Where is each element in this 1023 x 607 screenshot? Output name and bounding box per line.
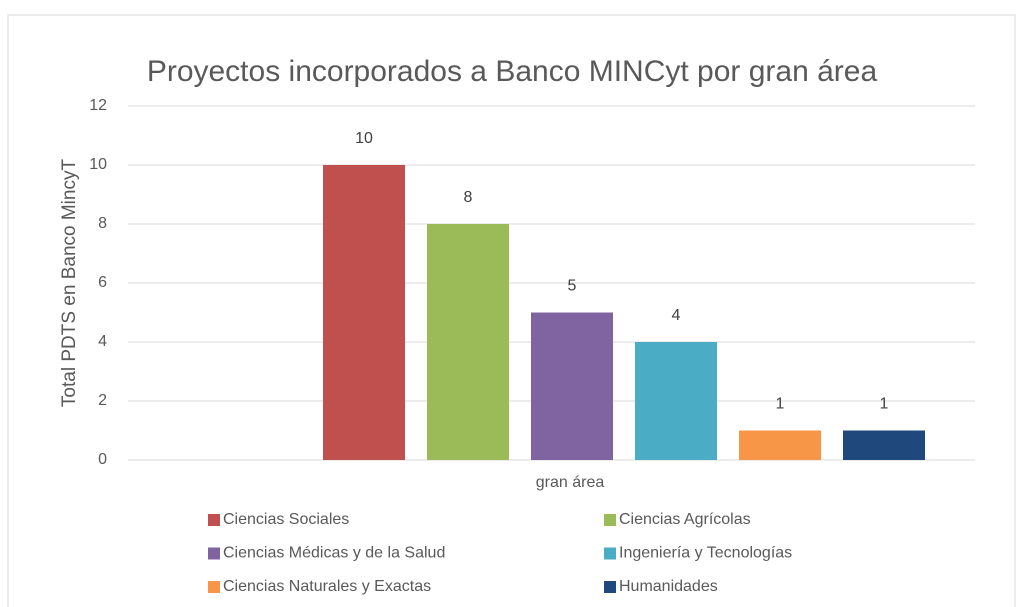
data-label: 1 xyxy=(880,396,889,413)
y-tick-label: 2 xyxy=(98,392,107,409)
data-label: 8 xyxy=(464,189,473,206)
legend-label: Ingeniería y Tecnologías xyxy=(619,545,792,562)
chart-frame xyxy=(7,14,1016,607)
legend-swatch xyxy=(604,547,616,560)
legend-label: Ciencias Agrícolas xyxy=(619,511,751,528)
legend-swatch xyxy=(208,581,220,593)
legend-swatch xyxy=(604,514,616,526)
bar xyxy=(843,430,925,460)
y-tick-label: 4 xyxy=(98,333,107,350)
data-label: 1 xyxy=(776,396,785,413)
y-tick-label: 10 xyxy=(89,156,107,173)
y-tick-label: 0 xyxy=(98,451,107,468)
y-axis-title: Total PDTS en Banco MincyT xyxy=(59,159,80,408)
bar xyxy=(739,430,821,460)
bar xyxy=(531,312,613,460)
legend-swatch xyxy=(208,514,220,526)
legend-swatch xyxy=(208,547,220,560)
x-tick-label: gran área xyxy=(536,474,605,491)
legend-swatch xyxy=(604,581,616,593)
data-label: 10 xyxy=(355,130,373,147)
bar xyxy=(635,342,717,460)
data-label: 4 xyxy=(672,307,681,324)
legend-label: Ciencias Sociales xyxy=(223,511,349,528)
y-tick-label: 12 xyxy=(89,97,107,114)
data-label: 5 xyxy=(568,278,577,295)
y-tick-label: 8 xyxy=(98,215,107,232)
bar xyxy=(323,165,405,460)
chart-title: Proyectos incorporados a Banco MINCyt po… xyxy=(147,55,878,88)
y-tick-label: 6 xyxy=(98,274,107,291)
legend-label: Ciencias Naturales y Exactas xyxy=(223,578,431,595)
legend-label: Ciencias Médicas y de la Salud xyxy=(223,545,445,562)
legend-label: Humanidades xyxy=(619,578,718,595)
bar xyxy=(427,224,509,460)
